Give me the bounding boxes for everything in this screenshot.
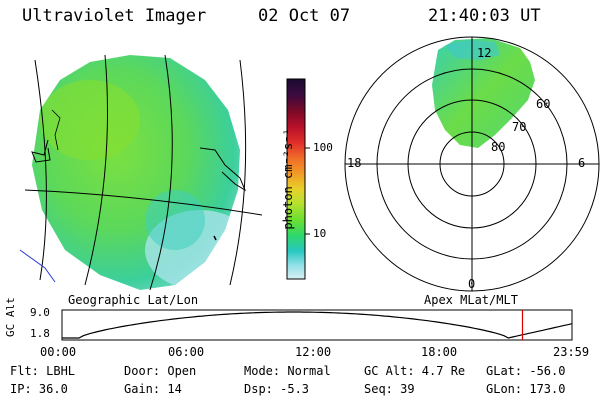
mlt-label-6: 6 [578, 156, 586, 170]
status-ip: IP: 36.0 [10, 382, 68, 396]
status-seq: Seq: 39 [364, 382, 415, 396]
mlt-label-18: 18 [347, 156, 362, 170]
status-dsp: Dsp: -5.3 [244, 382, 310, 396]
orbit-xtick-0: 00:00 [40, 345, 77, 359]
status-mode: Mode: Normal [244, 364, 331, 378]
date-label: 02 Oct 07 [258, 6, 351, 26]
mlat-label-60: 60 [536, 97, 551, 111]
status-glon: GLon: 173.0 [486, 382, 566, 396]
mlat-label-80: 80 [491, 140, 506, 154]
colorbar-tick-100: 100 [313, 141, 333, 154]
apex-label: Apex MLat/MLT [424, 293, 518, 307]
mlt-label-0: 0 [468, 277, 476, 291]
geographic-label: Geographic Lat/Lon [68, 293, 199, 307]
orbit-ytick-max: 9.0 [30, 306, 50, 319]
orbit-ytick-min: 1.8 [30, 327, 50, 340]
status-gc-alt: GC Alt: 4.7 Re [364, 364, 466, 378]
orbit-xtick-2: 12:00 [295, 345, 332, 359]
orbit-xtick-4: 23:59 [553, 345, 590, 359]
mlt-label-12: 12 [477, 46, 492, 60]
colorbar-tick-10: 10 [313, 227, 327, 240]
orbit-xtick-3: 18:00 [421, 345, 458, 359]
status-glat: GLat: -56.0 [486, 364, 566, 378]
mlat-label-70: 70 [512, 120, 527, 134]
status-gain: Gain: 14 [124, 382, 182, 396]
status-filter: Flt: LBHL [10, 364, 76, 378]
time-label: 21:40:03 UT [428, 6, 541, 26]
orbit-xtick-1: 06:00 [168, 345, 205, 359]
status-door: Door: Open [124, 364, 197, 378]
instrument-title: Ultraviolet Imager [22, 6, 207, 26]
